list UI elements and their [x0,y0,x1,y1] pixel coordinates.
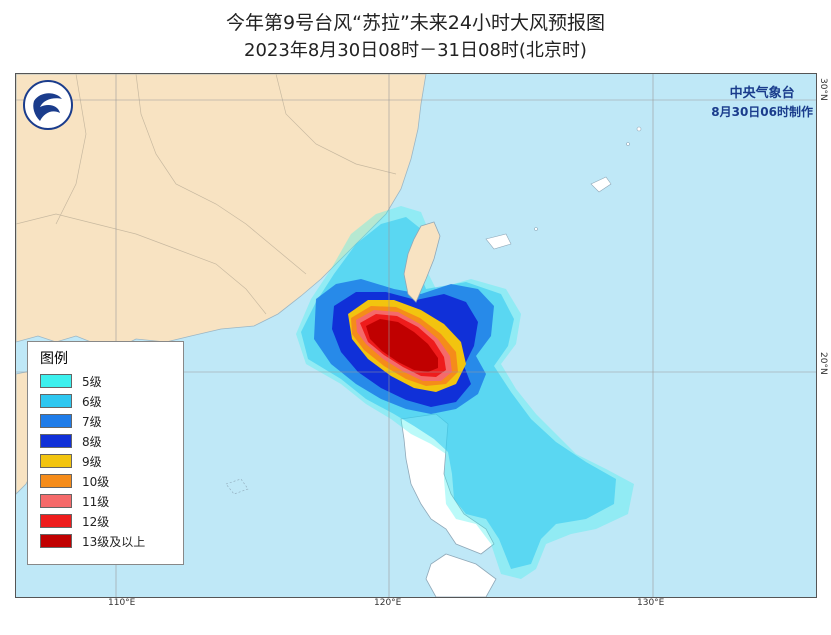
agency-block: 中央气象台 8月30日06时制作 [711,82,813,120]
legend-item-12: 12级 [40,514,110,529]
agency-name: 中央气象台 [729,86,795,101]
lat-tick-30: 30°N [818,78,828,101]
legend-label: 9级 [82,454,102,469]
wind-zone-13 [366,319,438,372]
legend-label: 10级 [82,474,110,489]
legend-item-6: 6级 [40,394,102,409]
map-subtitle: 2023年8月30日08时－31日08时(北京时) [244,40,587,61]
legend-item-9: 9级 [40,454,102,469]
legend-title: 图例 [40,351,68,367]
legend-item-13-plus: 13级及以上 [40,534,146,549]
legend-swatch [40,474,72,488]
legend-label: 12级 [82,514,110,529]
legend-swatch [40,454,72,468]
mainland-land [16,74,427,350]
lon-tick-130: 130°E [637,598,665,608]
philippine-islands-land [425,553,497,597]
legend-label: 8级 [82,434,102,449]
legend-swatch [40,394,72,408]
taiwan-land [403,221,441,303]
legend: 图例 5级 6级 7级 8级 9级 10级 11级 12级 13级及以上 [27,341,184,565]
legend-label: 5级 [82,374,102,389]
legend-item-10: 10级 [40,474,110,489]
legend-swatch [40,494,72,508]
legend-item-7: 7级 [40,414,102,429]
legend-item-11: 11级 [40,494,110,509]
legend-swatch [40,414,72,428]
legend-swatch [40,434,72,448]
lon-tick-110: 110°E [108,598,136,608]
cma-logo-icon [23,80,73,130]
legend-swatch [40,374,72,388]
legend-label: 7级 [82,414,102,429]
map-title: 今年第9号台风“苏拉”未来24小时大风预报图 [226,12,605,34]
legend-swatch [40,534,72,548]
issued-time: 8月30日06时制作 [711,105,813,119]
lat-tick-20: 20°N [818,352,828,375]
legend-label: 6级 [82,394,102,409]
legend-swatch [40,514,72,528]
legend-item-8: 8级 [40,434,102,449]
legend-item-5: 5级 [40,374,102,389]
legend-label: 11级 [82,494,110,509]
legend-label: 13级及以上 [82,534,146,549]
lon-tick-120: 120°E [374,598,402,608]
